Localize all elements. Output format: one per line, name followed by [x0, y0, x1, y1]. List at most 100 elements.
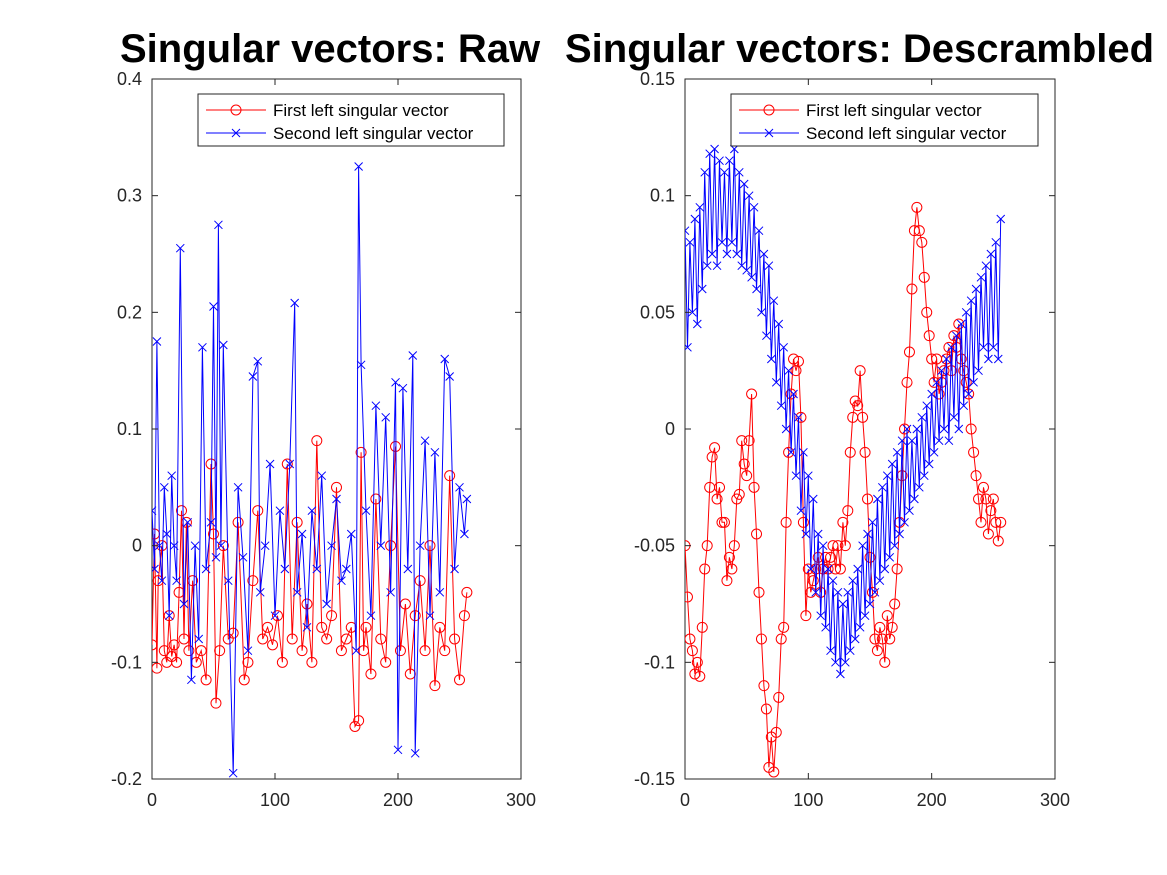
- data-point: [813, 529, 823, 539]
- data-point: [201, 564, 211, 574]
- data-point: [271, 610, 283, 622]
- data-point: [928, 376, 940, 388]
- data-point: [794, 412, 803, 422]
- data-point: [884, 633, 896, 645]
- data-point: [398, 383, 408, 393]
- data-point: [939, 424, 949, 434]
- data-point: [757, 307, 766, 317]
- data-point: [848, 576, 858, 586]
- data-point: [695, 202, 705, 212]
- data-point: [164, 611, 174, 621]
- data-point: [697, 284, 707, 294]
- data-point: [692, 319, 702, 329]
- data-point: [297, 529, 307, 539]
- plot-area: [151, 78, 522, 780]
- data-point: [190, 541, 200, 551]
- data-point: [702, 261, 712, 271]
- data-point: [795, 411, 807, 423]
- y-tick-label: -0.1: [111, 652, 142, 672]
- data-point: [881, 610, 893, 622]
- data-point: [716, 516, 728, 528]
- data-point: [341, 564, 351, 574]
- data-point: [906, 283, 918, 295]
- legend-marker: [763, 104, 775, 116]
- data-point: [869, 633, 881, 645]
- data-point: [205, 458, 217, 470]
- data-point: [291, 516, 303, 528]
- data-point: [762, 331, 771, 341]
- data-point: [905, 506, 914, 516]
- data-point: [725, 156, 734, 166]
- data-point: [290, 298, 300, 308]
- data-point: [340, 633, 352, 645]
- data-point: [403, 564, 413, 574]
- data-point: [211, 552, 221, 562]
- data-point: [732, 249, 742, 259]
- data-point: [995, 516, 1007, 528]
- data-point: [739, 179, 749, 189]
- data-point: [911, 201, 923, 213]
- data-point: [414, 575, 426, 587]
- data-point: [917, 412, 927, 422]
- data-point: [217, 540, 229, 552]
- data-point: [380, 656, 392, 668]
- data-point: [152, 337, 162, 346]
- data-point: [988, 342, 998, 352]
- data-point: [836, 669, 845, 679]
- data-point: [434, 621, 446, 633]
- data-point: [429, 680, 441, 692]
- legend-marker: [764, 128, 774, 138]
- data-point: [712, 261, 722, 271]
- chart-title: Singular vectors: Descrambled: [565, 27, 1154, 71]
- data-point: [788, 353, 800, 365]
- data-point: [248, 372, 258, 381]
- data-point: [954, 424, 964, 434]
- data-point: [844, 446, 856, 458]
- data-point: [992, 535, 1004, 547]
- data-point: [178, 633, 190, 645]
- legend-marker: [231, 128, 241, 138]
- data-point: [180, 516, 192, 528]
- data-point: [868, 517, 877, 527]
- data-point: [871, 645, 883, 657]
- data-point: [865, 599, 875, 609]
- data-point: [958, 365, 970, 377]
- series-line-1: [152, 440, 468, 729]
- data-point: [773, 691, 785, 703]
- data-point: [753, 586, 765, 598]
- data-point: [800, 610, 812, 622]
- data-point: [839, 540, 851, 552]
- data-point: [858, 541, 867, 551]
- data-point: [979, 342, 988, 352]
- data-point: [968, 446, 980, 458]
- data-point: [751, 528, 763, 540]
- data-point: [214, 645, 226, 657]
- data-point: [717, 237, 727, 247]
- data-point: [152, 564, 159, 574]
- data-point: [450, 564, 459, 574]
- data-point: [391, 377, 400, 387]
- data-point: [385, 540, 397, 552]
- data-point: [827, 540, 839, 552]
- data-point: [280, 564, 290, 574]
- data-point: [454, 674, 465, 686]
- data-point: [707, 249, 717, 259]
- data-point: [366, 611, 376, 621]
- legend: First left singular vector Second left si…: [197, 93, 505, 147]
- data-point: [823, 564, 833, 574]
- data-point: [321, 633, 333, 645]
- data-point: [358, 645, 370, 657]
- data-point: [420, 436, 430, 446]
- data-point: [895, 529, 904, 539]
- y-tick-label: 0: [132, 536, 142, 556]
- data-point: [880, 564, 890, 574]
- data-point: [208, 528, 219, 540]
- data-point: [774, 319, 784, 329]
- data-point: [811, 587, 821, 597]
- data-point: [253, 356, 263, 366]
- data-point: [216, 541, 226, 551]
- x-tick-label: 0: [680, 790, 690, 810]
- data-point: [779, 342, 789, 352]
- data-point: [987, 493, 999, 505]
- legend-entry-label: First left singular vector: [273, 101, 449, 120]
